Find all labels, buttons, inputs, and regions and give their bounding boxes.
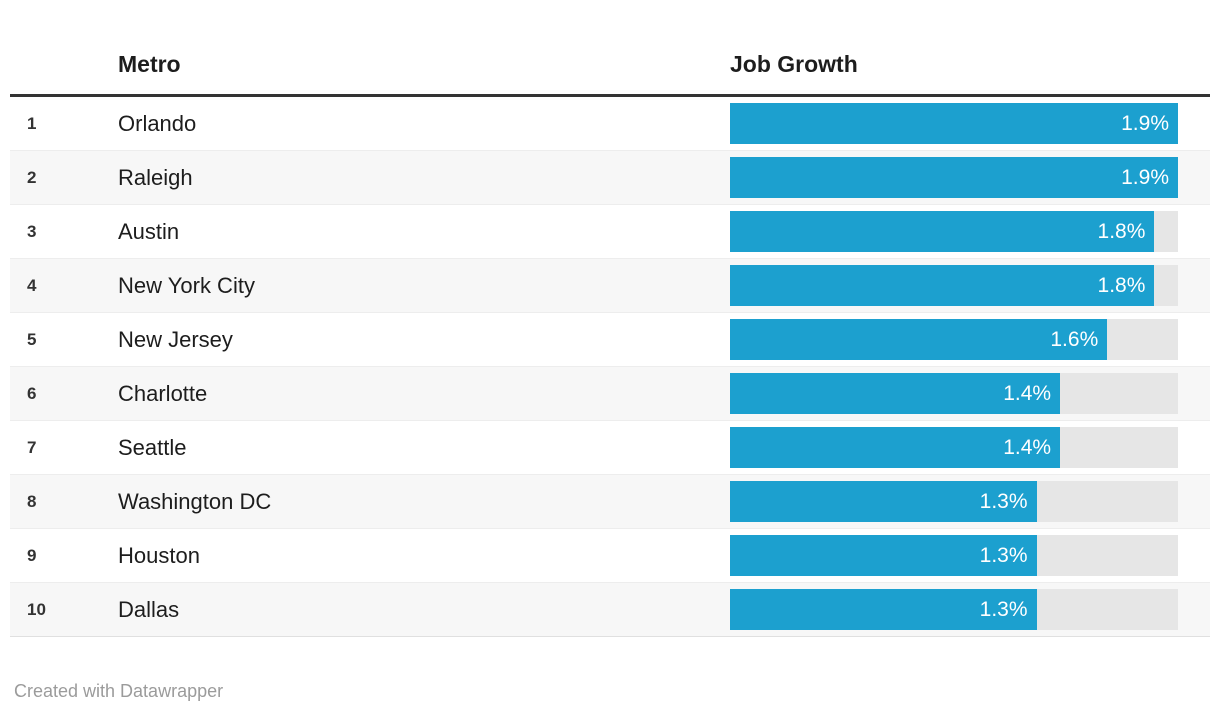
credit-text: Created with Datawrapper — [14, 681, 224, 701]
bar-track: 1.3% — [730, 535, 1178, 576]
job-growth-bar[interactable]: 1.9% — [730, 103, 1178, 144]
metro-cell: Austin — [118, 218, 180, 244]
metro-cell: New York City — [118, 272, 255, 298]
bar-value-label: 1.6% — [1050, 328, 1099, 351]
bar-track: 1.4% — [730, 373, 1178, 414]
table-body: 1 Orlando 1.9% 2 Raleigh 1.9% 3 Austin — [10, 97, 1210, 637]
metro-cell: New Jersey — [118, 326, 233, 352]
bar-value-label: 1.8% — [1097, 274, 1146, 297]
bar-track: 1.3% — [730, 589, 1178, 630]
rank-cell: 9 — [27, 545, 37, 565]
job-growth-bar[interactable]: 1.4% — [730, 427, 1061, 468]
table-header: Metro Job Growth — [10, 0, 1210, 97]
metro-cell: Seattle — [118, 434, 187, 460]
table-row: 7 Seattle 1.4% — [10, 421, 1210, 475]
job-growth-bar[interactable]: 1.4% — [730, 373, 1061, 414]
bar-value-label: 1.9% — [1121, 166, 1169, 189]
metro-cell: Orlando — [118, 110, 197, 136]
table-row: 1 Orlando 1.9% — [10, 97, 1210, 151]
metro-cell: Dallas — [118, 596, 180, 622]
bar-value-label: 1.4% — [1003, 382, 1052, 405]
table-row: 3 Austin 1.8% — [10, 205, 1210, 259]
bar-value-label: 1.8% — [1097, 220, 1146, 243]
table-row: 8 Washington DC 1.3% — [10, 475, 1210, 529]
metro-cell: Charlotte — [118, 380, 208, 406]
bar-cell: 1.8% — [730, 265, 1178, 306]
table-bar-chart: Metro Job Growth 1 Orlando 1.9% 2 Raleig… — [10, 0, 1210, 637]
bar-cell: 1.3% — [730, 589, 1178, 630]
job-growth-bar[interactable]: 1.8% — [730, 265, 1155, 306]
rank-cell: 10 — [27, 599, 46, 619]
bar-track: 1.9% — [730, 157, 1178, 198]
job-growth-bar[interactable]: 1.6% — [730, 319, 1108, 360]
bar-track: 1.4% — [730, 427, 1178, 468]
bar-cell: 1.8% — [730, 211, 1178, 252]
job-growth-bar[interactable]: 1.3% — [730, 481, 1037, 522]
bar-value-label: 1.4% — [1003, 436, 1052, 459]
bar-track: 1.6% — [730, 319, 1178, 360]
job-growth-bar[interactable]: 1.9% — [730, 157, 1178, 198]
table-row: 10 Dallas 1.3% — [10, 583, 1210, 637]
metro-cell: Houston — [118, 542, 200, 568]
bar-cell: 1.3% — [730, 481, 1178, 522]
bar-track: 1.8% — [730, 265, 1178, 306]
job-growth-bar[interactable]: 1.8% — [730, 211, 1155, 252]
column-header-metro: Metro — [118, 51, 181, 77]
bar-value-label: 1.9% — [1121, 112, 1169, 135]
rank-cell: 2 — [27, 167, 37, 187]
rank-cell: 7 — [27, 437, 37, 457]
table-row: 4 New York City 1.8% — [10, 259, 1210, 313]
rank-cell: 1 — [27, 113, 37, 133]
rank-cell: 6 — [27, 383, 37, 403]
bar-value-label: 1.3% — [979, 490, 1028, 513]
bar-value-label: 1.3% — [979, 544, 1028, 567]
bar-cell: 1.3% — [730, 535, 1178, 576]
job-growth-bar[interactable]: 1.3% — [730, 535, 1037, 576]
table-row: 2 Raleigh 1.9% — [10, 151, 1210, 205]
table-row: 6 Charlotte 1.4% — [10, 367, 1210, 421]
rank-cell: 3 — [27, 221, 37, 241]
bar-cell: 1.9% — [730, 157, 1178, 198]
table-row: 9 Houston 1.3% — [10, 529, 1210, 583]
bar-cell: 1.9% — [730, 103, 1178, 144]
job-growth-bar[interactable]: 1.3% — [730, 589, 1037, 630]
rank-cell: 5 — [27, 329, 37, 349]
bar-cell: 1.4% — [730, 427, 1178, 468]
bar-track: 1.9% — [730, 103, 1178, 144]
rank-cell: 8 — [27, 491, 37, 511]
attribution: Created with Datawrapper — [14, 681, 1220, 702]
metro-cell: Raleigh — [118, 164, 193, 190]
column-header-job-growth: Job Growth — [730, 51, 858, 77]
metro-cell: Washington DC — [118, 488, 272, 514]
bar-cell: 1.6% — [730, 319, 1178, 360]
bar-track: 1.3% — [730, 481, 1178, 522]
rank-cell: 4 — [27, 275, 37, 295]
bar-value-label: 1.3% — [979, 598, 1028, 621]
table-row: 5 New Jersey 1.6% — [10, 313, 1210, 367]
bar-cell: 1.4% — [730, 373, 1178, 414]
bar-track: 1.8% — [730, 211, 1178, 252]
